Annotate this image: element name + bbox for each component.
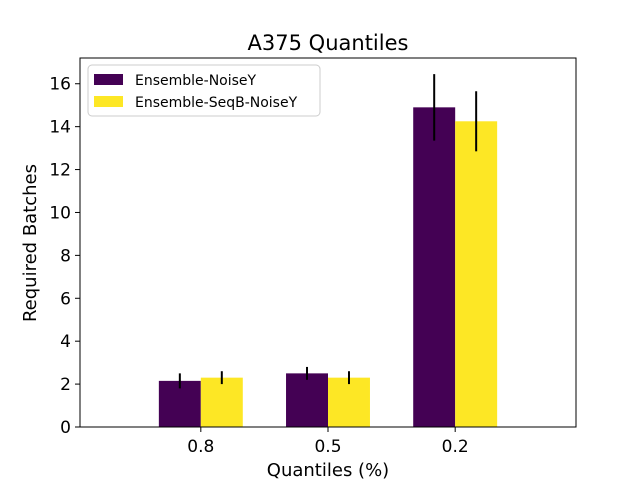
bar bbox=[158, 380, 201, 427]
y-tick-label: 0 bbox=[60, 418, 71, 438]
bar bbox=[455, 121, 498, 428]
y-axis: 0 2 4 6 8 10 12 14 16 bbox=[49, 75, 80, 438]
x-tick-label: 0.5 bbox=[314, 437, 341, 457]
legend-swatch bbox=[94, 74, 123, 85]
legend-label: Ensemble-NoiseY bbox=[135, 73, 257, 89]
y-tick-label: 12 bbox=[49, 161, 71, 181]
y-tick-label: 14 bbox=[49, 118, 71, 138]
y-tick-label: 8 bbox=[60, 246, 71, 266]
legend: Ensemble-NoiseY Ensemble-SeqB-NoiseY bbox=[87, 64, 321, 117]
y-tick-label: 4 bbox=[60, 332, 71, 352]
bar bbox=[286, 373, 328, 427]
y-tick-label: 2 bbox=[60, 375, 71, 395]
x-axis: 0.8 0.5 0.2 bbox=[187, 427, 469, 457]
y-axis-label: Required Batches bbox=[20, 164, 41, 322]
y-tick-label: 16 bbox=[49, 75, 71, 95]
plot-area bbox=[79, 57, 577, 428]
x-axis-label: Quantiles (%) bbox=[267, 460, 389, 480]
x-tick-label: 0.8 bbox=[187, 437, 214, 457]
bar bbox=[200, 377, 243, 427]
legend-box bbox=[87, 64, 321, 117]
chart-title: A375 Quantiles bbox=[248, 31, 409, 55]
x-tick-label: 0.2 bbox=[442, 437, 469, 457]
bar bbox=[328, 377, 370, 427]
y-tick-label: 10 bbox=[49, 203, 71, 223]
legend-label: Ensemble-SeqB-NoiseY bbox=[135, 95, 298, 111]
y-tick-label: 6 bbox=[60, 289, 71, 309]
legend-swatch bbox=[94, 96, 123, 107]
bar bbox=[413, 107, 456, 428]
